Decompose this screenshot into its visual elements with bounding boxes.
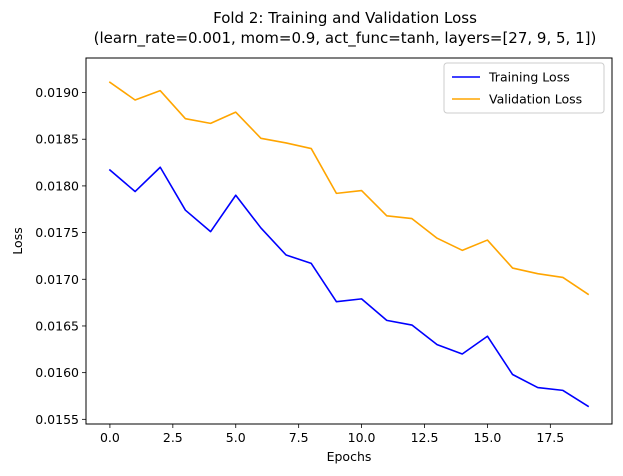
x-tick-label: 5.0: [226, 430, 246, 445]
series-line-validation: [108, 81, 590, 296]
x-axis: 0.0 2.5 5.0 7.5 10.0 12.5 15.0 17.5: [100, 424, 564, 445]
legend: Training Loss Validation Loss: [443, 62, 605, 114]
x-tick-label: 7.5: [289, 430, 309, 445]
x-tick-label: 0.0: [100, 430, 120, 445]
series-line-training: [108, 166, 590, 408]
chart-title: Fold 2: Training and Validation Loss: [213, 9, 477, 27]
x-tick-label: 2.5: [163, 430, 183, 445]
plot-content: [108, 81, 590, 408]
y-tick-label: 0.0155: [35, 412, 79, 427]
y-tick-label: 0.0170: [35, 272, 79, 287]
y-tick-label: 0.0165: [35, 318, 79, 333]
x-tick-label: 17.5: [536, 430, 564, 445]
y-tick-label: 0.0175: [35, 225, 79, 240]
x-axis-label: Epochs: [327, 449, 372, 464]
y-axis-label: Loss: [10, 227, 25, 254]
x-tick-label: 15.0: [473, 430, 501, 445]
plot-frame: [85, 57, 613, 425]
legend-label-validation: Validation Loss: [489, 92, 582, 107]
x-tick-label: 10.0: [348, 430, 376, 445]
legend-box: [443, 62, 605, 114]
x-tick-label: 12.5: [411, 430, 439, 445]
y-tick-label: 0.0180: [35, 178, 79, 193]
y-tick-label: 0.0160: [35, 365, 79, 380]
y-tick-label: 0.0190: [35, 85, 79, 100]
chart-subtitle: (learn_rate=0.001, mom=0.9, act_func=tan…: [94, 29, 597, 48]
y-axis: 0.0155 0.0160 0.0165 0.0170 0.0175 0.0180 0.01…: [35, 85, 86, 427]
y-tick-label: 0.0185: [35, 132, 79, 147]
legend-label-training: Training Loss: [488, 70, 570, 85]
